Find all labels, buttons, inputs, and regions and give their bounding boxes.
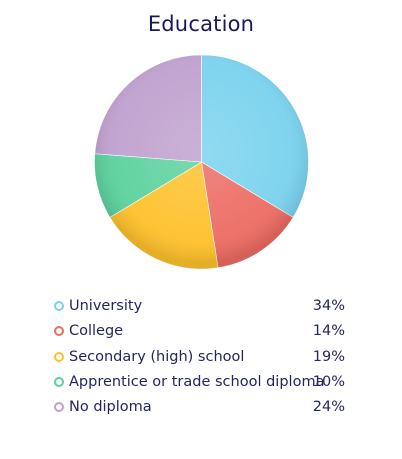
legend-item[interactable]: College 14% [53,320,345,345]
legend-marker-icon [54,351,64,362]
legend-label: University [69,298,143,314]
legend-item[interactable]: University 34% [53,295,345,320]
legend-marker-icon [54,326,64,337]
legend-label: College [69,323,124,340]
legend-value: 34% [312,298,345,314]
chart-title: Education [147,12,255,36]
legend-item[interactable]: No diploma 24% [53,396,345,421]
pie-slice-no-diploma[interactable] [94,54,202,163]
legend-label: No diploma [69,399,152,416]
legend-value: 19% [312,348,345,365]
legend-label: Secondary (high) school [69,348,245,365]
legend-marker-icon [54,376,64,387]
legend-label: Apprentice or trade school diploma [69,373,325,390]
legend-value: 10% [312,373,345,390]
legend-marker-icon [54,301,64,311]
legend-value: 14% [312,323,345,340]
legend-item[interactable]: Secondary (high) school 19% [53,346,345,371]
legend: University 34% College 14% Secondary (hi… [53,295,345,421]
legend-item[interactable]: Apprentice or trade school diploma 10% [53,371,345,396]
legend-marker-icon [54,402,64,413]
legend-value: 24% [312,399,345,416]
